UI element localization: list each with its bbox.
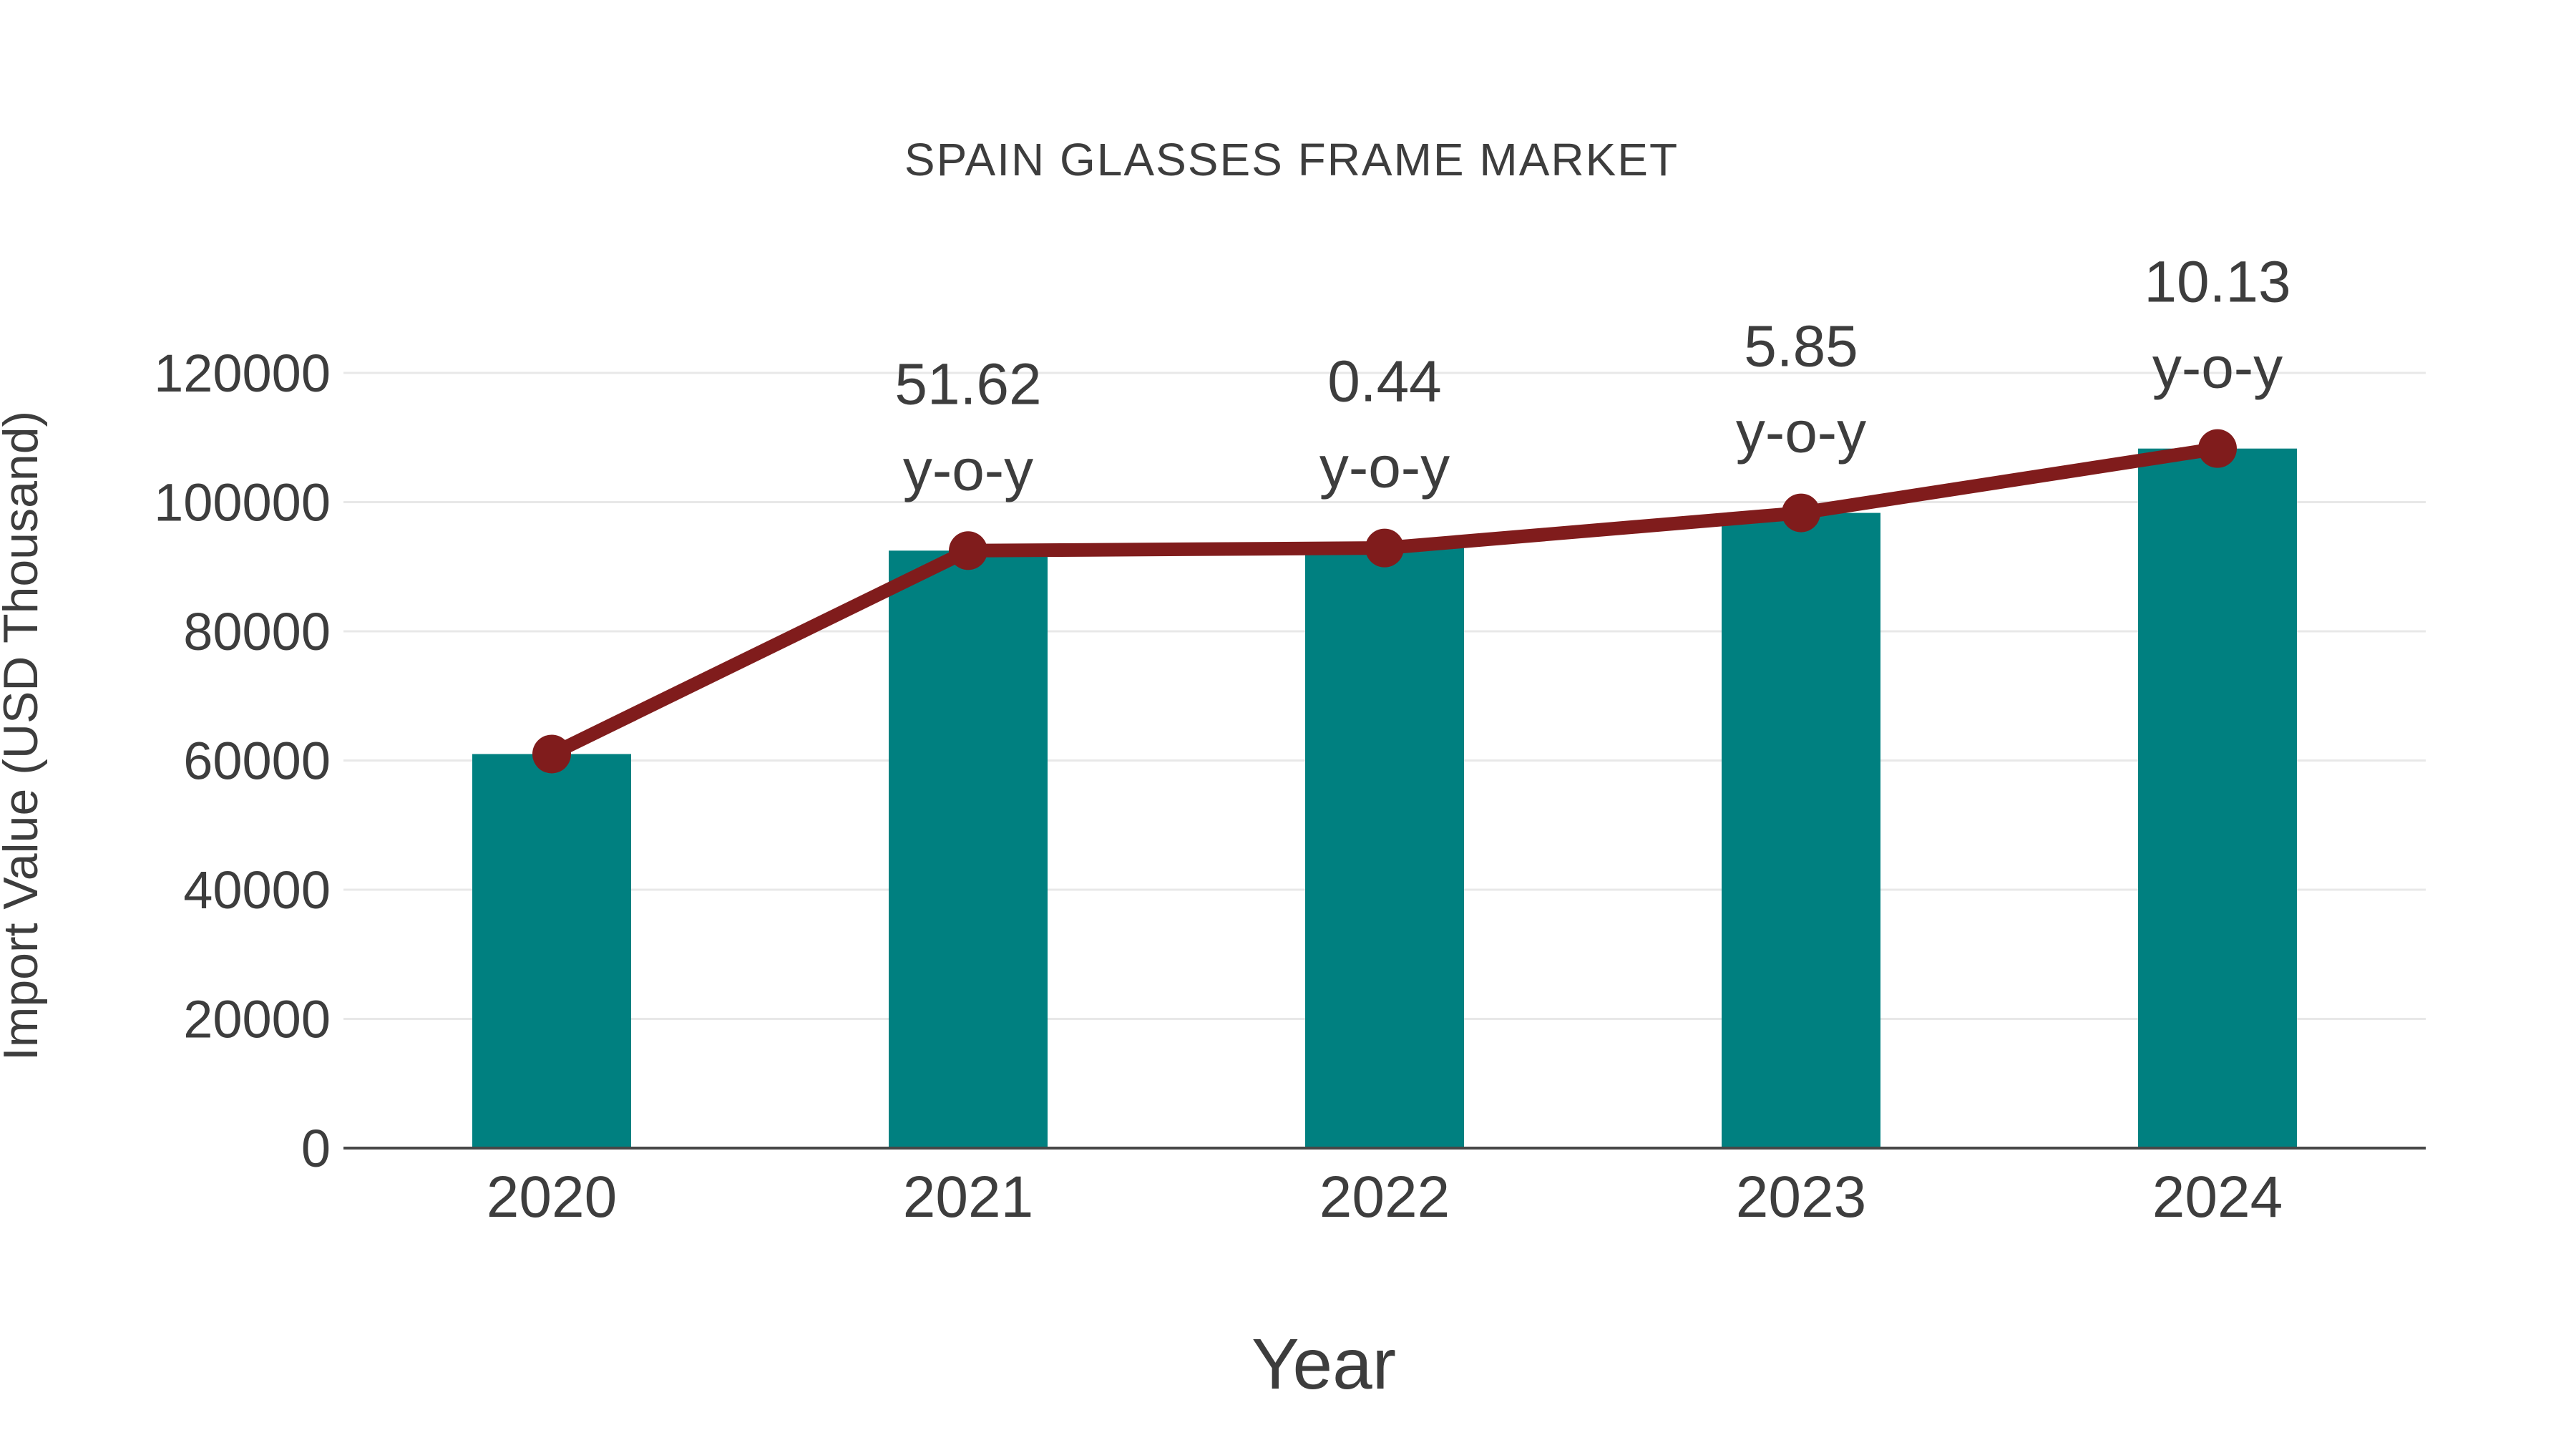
x-tick-label-2024: 2024	[2152, 1165, 2283, 1230]
bar-2024	[2138, 448, 2297, 1148]
bar-2022	[1305, 548, 1464, 1148]
y-tick-label-80000: 80000	[183, 602, 331, 661]
line-point-2024	[2198, 429, 2237, 468]
x-tick-label-2023: 2023	[1736, 1165, 1866, 1230]
y-tick-labels: 0 20000 40000 60000 80000 100000 120000	[154, 344, 331, 1178]
y-tick-label-60000: 60000	[183, 732, 331, 791]
y-tick-label-40000: 40000	[183, 860, 331, 920]
annotation-yoy-2022: y-o-y	[1319, 435, 1450, 500]
annotation-value-2024: 10.13	[2144, 250, 2290, 315]
line-point-2023	[1782, 493, 1820, 533]
y-tick-label-20000: 20000	[183, 990, 331, 1049]
bar-2023	[1722, 512, 1880, 1148]
x-tick-labels: 2020 2021 2022 2023 2024	[487, 1165, 2283, 1230]
x-tick-label-2020: 2020	[487, 1165, 617, 1230]
y-tick-label-120000: 120000	[154, 344, 331, 403]
line-point-2022	[1365, 528, 1404, 568]
y-axis-title: Import Value (USD Thousand)	[0, 411, 48, 1061]
y-tick-label-0: 0	[301, 1119, 331, 1178]
line-series	[532, 429, 2237, 774]
annotation-value-2023: 5.85	[1744, 314, 1858, 379]
x-axis-title: Year	[1252, 1324, 1396, 1404]
annotation-yoy-2024: y-o-y	[2152, 336, 2283, 401]
bar-series	[472, 448, 2297, 1148]
annotation-value-2021: 51.62	[894, 351, 1041, 417]
y-tick-label-100000: 100000	[154, 473, 331, 533]
chart-title: SPAIN GLASSES FRAME MARKET	[904, 134, 1679, 185]
annotation-yoy-2021: y-o-y	[903, 437, 1033, 502]
line-point-2021	[949, 531, 987, 570]
x-tick-label-2022: 2022	[1319, 1165, 1450, 1230]
line-point-2020	[532, 734, 571, 774]
bar-2021	[889, 550, 1048, 1148]
annotation-value-2022: 0.44	[1327, 349, 1442, 414]
x-tick-label-2021: 2021	[903, 1165, 1033, 1230]
bar-2020	[472, 754, 631, 1148]
annotations: 51.62 y-o-y 0.44 y-o-y 5.85 y-o-y 10.13 y-o-y	[894, 250, 2290, 503]
annotation-yoy-2023: y-o-y	[1736, 400, 1866, 465]
